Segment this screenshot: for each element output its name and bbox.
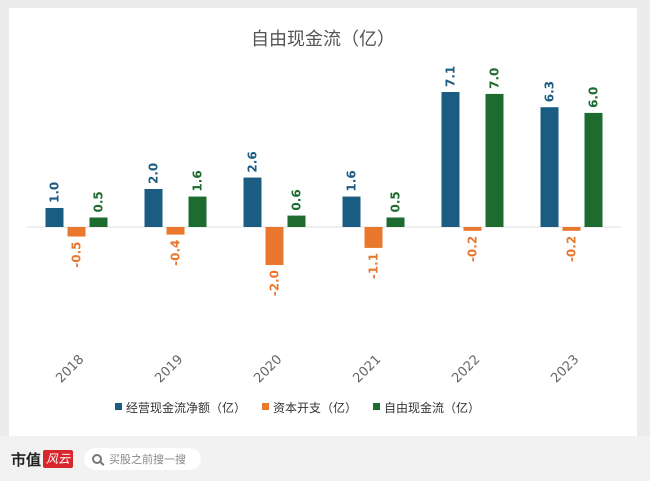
bar-2023-s2 (584, 112, 603, 227)
data-label-2023-s2: 6.0 (587, 87, 601, 108)
bar-2020-s1 (265, 227, 284, 266)
chart-title: 自由现金流（亿） (251, 29, 395, 50)
bar-2022-s0 (441, 92, 460, 227)
data-label-2023-s1: -0.2 (565, 236, 579, 262)
bar-2019-s0 (144, 188, 163, 227)
data-label-2019-s1: -0.4 (169, 240, 183, 266)
chart: 自由现金流（亿） 1.0 -0.5 0.5 2.0 -0.4 1.6 2.6 -2.0 0.6 1… (27, 29, 621, 415)
data-label-2019-s2: 1.6 (191, 170, 205, 191)
data-label-2023-s0: 6.3 (543, 81, 557, 102)
data-label-2020-s1: -2.0 (268, 270, 282, 296)
legend-label-s1: 资本开支（亿） (273, 400, 357, 415)
x-tick-2019: 2019 (152, 352, 186, 386)
brand-name: 市值 (11, 450, 42, 469)
data-label-2022-s1: -0.2 (466, 236, 480, 262)
bar-2022-s2 (485, 93, 504, 228)
x-tick-2022: 2022 (449, 352, 483, 386)
legend-swatch-s0 (115, 403, 122, 410)
data-label-2018-s2: 0.5 (92, 191, 106, 212)
bar-2020-s2 (287, 215, 306, 227)
data-label-2021-s0: 1.6 (345, 170, 359, 191)
data-label-2022-s2: 7.0 (488, 68, 502, 89)
data-label-2022-s0: 7.1 (444, 66, 458, 87)
data-label-2020-s2: 0.6 (290, 189, 304, 210)
search-icon (92, 454, 102, 464)
data-label-2021-s2: 0.5 (389, 191, 403, 212)
brand-mark: 风云 (43, 450, 74, 468)
bar-2018-s2 (89, 217, 108, 227)
data-label-2021-s1: -1.1 (367, 253, 381, 279)
bar-2021-s2 (386, 217, 405, 227)
bar-2020-s0 (243, 177, 262, 227)
search-placeholder: 买股之前搜一搜 (109, 453, 186, 466)
bar-2018-s1 (67, 227, 86, 237)
bar-2023-s1 (562, 227, 581, 231)
brand-logo[interactable]: 市值 风云 (11, 448, 74, 470)
bar-2019-s2 (188, 196, 207, 227)
bar-2018-s0 (45, 207, 64, 227)
bar-2021-s0 (342, 196, 361, 227)
chart-card: 自由现金流（亿） 1.0 -0.5 0.5 2.0 -0.4 1.6 2.6 -2.0 0.6 1… (9, 8, 637, 436)
bar-2023-s0 (540, 107, 559, 227)
x-tick-2023: 2023 (548, 352, 582, 386)
legend-label-s0: 经营现金流净额（亿） (126, 400, 246, 415)
search-box[interactable]: 买股之前搜一搜 (84, 448, 201, 470)
bar-2021-s1 (364, 227, 383, 248)
data-label-2018-s1: -0.5 (70, 242, 84, 268)
x-tick-2021: 2021 (350, 352, 384, 386)
bar-2019-s1 (166, 227, 185, 235)
legend-swatch-s2 (373, 403, 381, 410)
legend-swatch-s1 (262, 403, 270, 410)
data-label-2018-s0: 1.0 (48, 182, 62, 203)
legend: 经营现金流净额（亿） 资本开支（亿） 自由现金流（亿） (115, 400, 480, 415)
x-tick-2020: 2020 (251, 352, 285, 386)
data-label-2019-s0: 2.0 (147, 163, 161, 184)
footer-bar: 市值 风云 买股之前搜一搜 (0, 436, 650, 481)
legend-label-s2: 自由现金流（亿） (384, 400, 480, 415)
data-label-2020-s0: 2.6 (246, 151, 260, 172)
bar-2022-s1 (463, 227, 482, 231)
x-tick-2018: 2018 (53, 352, 87, 386)
